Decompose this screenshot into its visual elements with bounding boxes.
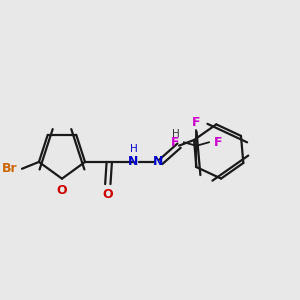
- Text: N: N: [153, 155, 163, 168]
- Text: Br: Br: [2, 162, 18, 175]
- Text: N: N: [128, 155, 139, 168]
- Text: F: F: [171, 136, 179, 149]
- Text: F: F: [214, 136, 222, 149]
- Text: H: H: [130, 144, 137, 154]
- Text: O: O: [57, 184, 67, 197]
- Text: F: F: [192, 116, 201, 129]
- Text: H: H: [172, 129, 179, 139]
- Text: O: O: [103, 188, 113, 201]
